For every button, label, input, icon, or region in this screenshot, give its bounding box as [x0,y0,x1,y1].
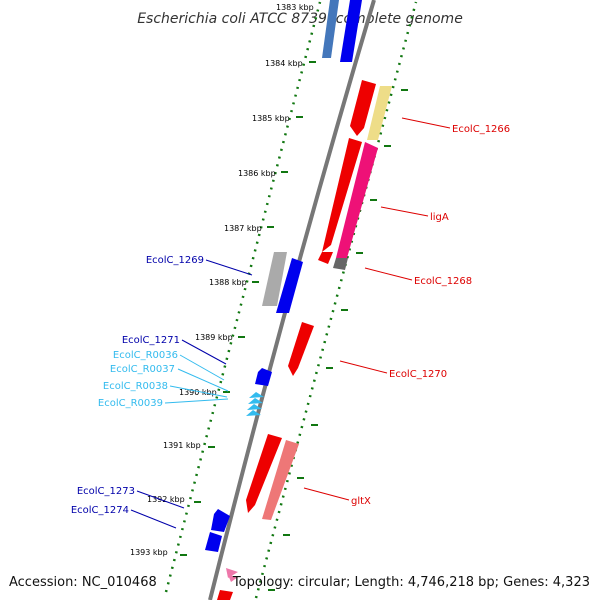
leader-line [181,339,227,365]
gene-arrow[interactable] [340,0,362,62]
leader-line [205,259,253,276]
gene-arrow-ecolc-1271[interactable] [255,368,272,386]
gene-arrow-ecolc-1266[interactable] [350,80,376,136]
reverse-strand-genes [217,80,392,600]
kbp-label: 1391 kbp [163,441,201,450]
leader-line [303,487,350,501]
rna-arrow-ecolc-r0036[interactable] [249,392,264,398]
gene-arrow-ecolc-1268-end[interactable] [333,258,348,270]
kbp-label: 1384 kbp [265,59,303,68]
kbp-label: 1383 kbp [276,3,314,12]
leader-line [177,368,229,392]
gene-arrow[interactable] [217,590,233,600]
gene-label-ecolc-r0038[interactable]: EcolC_R0038 [103,381,168,392]
leader-line [179,354,225,381]
kbp-label: 1386 kbp [238,169,276,178]
leader-line [380,206,429,217]
left-gene-labels: EcolC_1269 EcolC_1271 EcolC_R0036 EcolC_… [71,255,204,516]
gene-label-ecolc-1266[interactable]: EcolC_1266 [452,124,510,135]
gene-arrow-ecolc-1269b[interactable] [276,258,303,313]
leader-line [169,385,228,398]
rna-arrow-ecolc-r0037[interactable] [248,398,263,404]
kbp-label: 1393 kbp [130,548,168,557]
gene-arrow-ecolc-1266b[interactable] [367,86,392,140]
leader-line [339,360,388,374]
gene-arrow-ecolc-1274[interactable] [205,532,222,552]
kbp-label: 1389 kbp [195,333,233,342]
gene-arrow-ecolc-1273[interactable] [211,509,230,532]
gene-label-ecolc-r0037[interactable]: EcolC_R0037 [110,364,175,375]
gene-arrow-liga-tip[interactable] [318,252,333,264]
rna-arrow-ecolc-r0038[interactable] [247,404,262,410]
right-gene-labels: EcolC_1266 ligA EcolC_1268 EcolC_1270 gl… [351,124,510,507]
kbp-label: 1387 kbp [224,224,262,233]
accession-text: Accession: NC_010468 [9,575,157,590]
leader-line [401,117,451,129]
gene-arrow-gltx-b[interactable] [262,440,299,520]
gene-label-ecolc-1271[interactable]: EcolC_1271 [122,335,180,346]
left-leader-lines [130,259,253,529]
gene-label-ecolc-1274[interactable]: EcolC_1274 [71,505,129,516]
kbp-label: 1390 kbp [179,388,217,397]
left-tick-rail [164,1,322,593]
leader-line [364,267,413,281]
kbp-label: 1392 kbp [147,495,185,504]
right-leader-lines [303,117,451,501]
gene-arrow-liga[interactable] [322,138,362,252]
rail-ticks [180,61,408,591]
kbp-label: 1385 kbp [252,114,290,123]
forward-strand-genes [205,0,362,552]
leader-line [130,509,177,529]
leader-line [136,490,185,509]
gene-arrow-ecolc-1268[interactable] [336,142,378,258]
gene-arrow-ecolc-1269[interactable] [262,252,287,306]
kbp-tick-labels: 1383 kbp 1384 kbp 1385 kbp 1386 kbp 1387… [130,3,314,557]
rna-arrow-ecolc-r0039[interactable] [246,410,261,416]
gene-label-ecolc-r0036[interactable]: EcolC_R0036 [113,350,178,361]
gene-label-ecolc-r0039[interactable]: EcolC_R0039 [98,398,163,409]
gene-label-liga[interactable]: ligA [430,212,449,223]
gene-label-ecolc-1269[interactable]: EcolC_1269 [146,255,204,266]
leader-line [164,398,229,404]
gene-arrow[interactable] [228,575,238,582]
gene-label-ecolc-1268[interactable]: EcolC_1268 [414,276,472,287]
gene-label-ecolc-1273[interactable]: EcolC_1273 [77,486,135,497]
topology-text: Topology: circular; Length: 4,746,218 bp… [232,575,590,590]
kbp-label: 1388 kbp [209,278,247,287]
gene-arrow[interactable] [322,0,339,58]
gene-arrow-gltx[interactable] [246,434,282,513]
gene-label-gltx[interactable]: gltX [351,496,371,507]
gene-label-ecolc-1270[interactable]: EcolC_1270 [389,369,447,380]
map-title: Escherichia coli ATCC 8739, complete gen… [137,11,463,27]
gene-arrow-ecolc-1270[interactable] [288,322,314,376]
